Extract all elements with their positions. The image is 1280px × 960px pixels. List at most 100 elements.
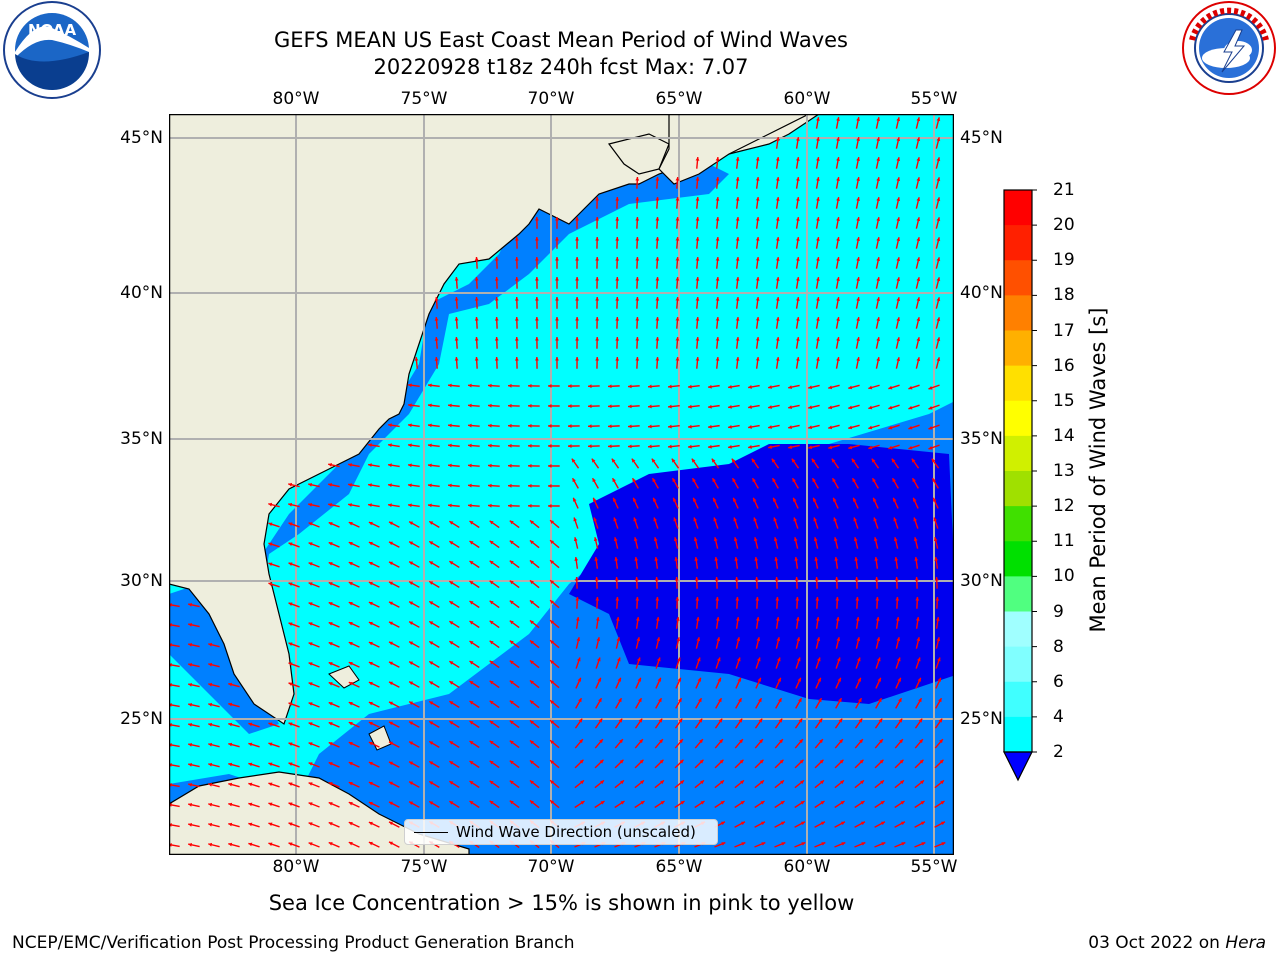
wave-direction-arrowhead (308, 582, 313, 586)
wave-direction-arrowhead (715, 217, 720, 221)
wave-direction-arrowhead (640, 801, 645, 805)
wave-direction-arrowhead (429, 781, 434, 785)
wave-direction-arrowhead (675, 257, 680, 261)
wave-direction-arrowhead (579, 739, 583, 744)
wave-direction-arrowhead (851, 458, 856, 463)
wave-direction-arrowhead (228, 702, 233, 707)
wave-direction-arrowhead (448, 383, 452, 388)
wave-direction-arrowhead (868, 385, 873, 390)
wave-direction-arrowhead (348, 841, 353, 846)
wave-direction-arrowhead (389, 561, 394, 566)
colorbar-segment (1004, 330, 1032, 367)
wave-direction-arrowhead (773, 517, 778, 522)
wave-direction-arrowhead (893, 497, 897, 502)
wave-direction-arrowhead (388, 483, 392, 488)
wave-direction-arrowhead (288, 582, 293, 586)
wave-direction-arrowhead (856, 177, 860, 181)
wave-direction-arrowhead (514, 277, 519, 281)
wave-direction-arrowhead (878, 718, 883, 723)
wave-direction-arrowhead (818, 698, 822, 703)
wave-direction-arrowhead (919, 739, 923, 744)
wave-direction-arrowhead (449, 541, 454, 545)
wave-direction-arrowhead (698, 698, 702, 703)
wave-direction-arrowhead (528, 443, 532, 448)
wave-direction-arrowhead (940, 780, 945, 785)
wave-direction-arrowhead (836, 117, 840, 121)
wave-direction-arrowhead (616, 637, 621, 642)
wave-direction-arrowhead (715, 157, 720, 161)
wave-direction-arrowhead (648, 424, 652, 429)
wave-direction-arrowhead (348, 601, 353, 606)
wave-direction-arrowhead (208, 642, 213, 647)
wave-direction-arrowhead (775, 257, 780, 261)
wave-direction-arrowhead (469, 721, 474, 725)
arrow-legend: Wind Wave Direction (unscaled) (404, 819, 718, 845)
wave-direction-arrowhead (509, 680, 514, 685)
wave-direction-arrowhead (714, 557, 719, 561)
wave-direction-arrowhead (680, 801, 685, 805)
wave-direction-arrowhead (808, 385, 813, 390)
wave-direction-arrowhead (788, 385, 793, 390)
wave-direction-arrowhead (740, 780, 745, 785)
wave-direction-arrowhead (489, 760, 494, 765)
wave-direction-arrowhead (675, 357, 680, 361)
wave-direction-arrowhead (672, 478, 676, 483)
wave-direction-arrowhead (575, 257, 579, 261)
wave-direction-arrowhead (509, 660, 514, 665)
wave-direction-arrowhead (288, 822, 293, 826)
wave-direction-arrowhead (836, 137, 840, 141)
wave-direction-arrowhead (668, 404, 672, 409)
wave-direction-arrowhead (474, 337, 479, 341)
wave-direction-arrowhead (739, 739, 743, 744)
wave-direction-arrowhead (695, 177, 700, 181)
wave-direction-arrowhead (208, 842, 213, 847)
wave-direction-arrowhead (591, 458, 596, 463)
wave-direction-arrowhead (368, 801, 373, 806)
wave-direction-arrowhead (797, 677, 802, 682)
wave-direction-arrowhead (489, 680, 494, 685)
wave-direction-arrowhead (529, 540, 534, 545)
wave-direction-arrowhead (776, 637, 781, 642)
lon-label-bottom-65w: 65°W (655, 857, 703, 877)
wave-direction-arrowhead (208, 722, 213, 727)
wave-direction-arrowhead (648, 384, 652, 389)
wave-direction-arrowhead (348, 463, 352, 467)
wave-direction-arrowhead (409, 681, 414, 686)
wave-direction-arrowhead (795, 177, 800, 181)
wave-direction-arrowhead (448, 403, 452, 408)
wave-direction-arrowhead (841, 842, 846, 846)
wave-direction-arrowhead (852, 478, 856, 483)
wave-direction-arrowhead (534, 357, 539, 361)
wave-direction-arrowhead (856, 317, 860, 321)
wave-direction-arrowhead (448, 463, 452, 468)
wave-direction-arrowhead (555, 257, 559, 261)
wave-direction-arrowhead (936, 197, 941, 202)
wave-direction-arrowhead (695, 617, 700, 621)
wave-direction-arrowhead (468, 383, 472, 388)
wave-direction-arrowhead (449, 661, 454, 665)
wave-direction-arrowhead (268, 822, 273, 827)
wave-direction-arrowhead (449, 721, 454, 725)
wave-direction-arrowhead (699, 759, 704, 764)
wave-direction-arrowhead (429, 521, 434, 525)
wave-direction-arrowhead (716, 637, 721, 642)
wave-direction-arrowhead (469, 761, 474, 765)
wave-direction-arrowhead (897, 677, 902, 682)
wave-direction-arrowhead (900, 780, 905, 785)
wave-direction-arrowhead (695, 237, 700, 241)
wave-direction-arrowhead (268, 582, 273, 587)
wave-direction-arrowhead (469, 541, 474, 545)
wave-direction-arrowhead (368, 541, 373, 546)
wave-direction-arrowhead (795, 277, 800, 281)
lat-label-right-30n: 30°N (960, 571, 1003, 591)
wave-direction-arrowhead (550, 640, 554, 644)
wave-direction-arrowhead (509, 580, 514, 585)
wave-direction-arrowhead (834, 577, 839, 581)
wave-direction-arrowhead (389, 541, 394, 546)
wave-direction-arrowhead (595, 237, 600, 241)
wave-direction-arrowhead (815, 597, 820, 601)
wave-direction-arrowhead (368, 641, 373, 646)
wave-direction-arrowhead (348, 641, 353, 646)
wave-direction-arrowhead (534, 317, 539, 321)
wave-direction-arrowhead (748, 385, 752, 389)
